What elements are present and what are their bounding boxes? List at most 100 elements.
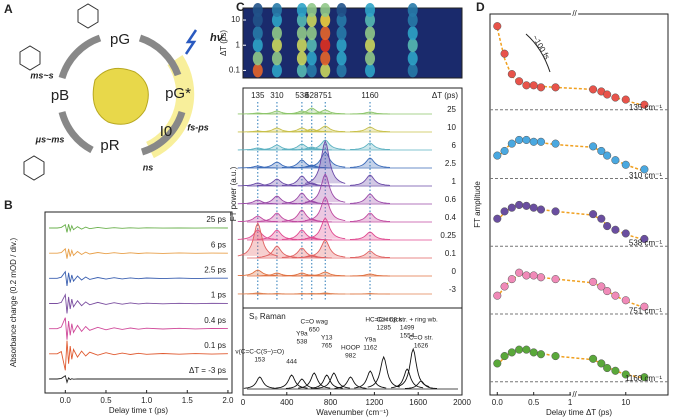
data-point bbox=[522, 135, 531, 144]
heatmap-blob bbox=[271, 51, 282, 66]
transition-label: fs-ps bbox=[187, 122, 209, 132]
data-point bbox=[603, 151, 612, 160]
panel-label: C bbox=[236, 0, 245, 14]
state-label: pB bbox=[51, 87, 69, 104]
spectral-peak bbox=[305, 109, 346, 115]
x-tick-label: 1.5 bbox=[182, 396, 194, 405]
data-point bbox=[515, 268, 524, 277]
heatmap-blob bbox=[296, 51, 307, 66]
data-point bbox=[611, 366, 620, 375]
data-point bbox=[589, 210, 598, 219]
trace-label: 2.5 ps bbox=[204, 265, 226, 274]
data-point bbox=[493, 22, 502, 31]
data-point bbox=[603, 363, 612, 373]
heatmap-blob bbox=[320, 26, 331, 41]
data-point bbox=[529, 348, 538, 357]
data-point bbox=[529, 203, 538, 212]
spectral-peak bbox=[349, 231, 391, 240]
spectral-peak bbox=[237, 215, 278, 223]
heatmap-blob bbox=[306, 26, 317, 41]
series-label: 751 cm⁻¹ bbox=[629, 306, 662, 315]
peak-label: 135 bbox=[251, 91, 265, 100]
x-tick-label: 0.5 bbox=[100, 396, 112, 405]
series-label: 0.25 bbox=[440, 231, 456, 240]
raman-peak bbox=[243, 376, 276, 389]
spectral-peak bbox=[350, 111, 390, 115]
annotation-label: ν(C=C-C(S–)=O) bbox=[235, 349, 284, 356]
data-point bbox=[515, 77, 524, 86]
spectral-peak bbox=[281, 127, 322, 133]
data-point bbox=[640, 100, 649, 109]
heatmap-blob bbox=[296, 13, 307, 28]
heatmap-blob bbox=[336, 13, 347, 28]
data-point bbox=[589, 354, 598, 363]
annotation-value: 982 bbox=[345, 353, 356, 360]
fit-curve bbox=[496, 274, 645, 309]
series-label: 0 bbox=[452, 267, 457, 276]
spectral-peak bbox=[305, 271, 346, 277]
x-tick-label: 2000 bbox=[453, 398, 471, 407]
annotation-label: Y9a bbox=[296, 331, 308, 338]
data-point bbox=[551, 275, 560, 284]
spectral-peak bbox=[291, 254, 332, 259]
data-point bbox=[589, 85, 598, 94]
data-point bbox=[603, 90, 612, 99]
spectral-peak bbox=[305, 239, 346, 258]
x-tick-label: 1200 bbox=[366, 398, 384, 407]
trace bbox=[49, 270, 228, 287]
protein bbox=[92, 67, 149, 125]
annotation-label: HC=CH rock bbox=[365, 317, 402, 324]
heatmap-blob bbox=[306, 63, 317, 78]
annotation-label: C=O wag bbox=[301, 319, 329, 326]
raman-peak bbox=[310, 374, 343, 389]
data-point bbox=[536, 83, 546, 92]
annotation-label: C=O str. bbox=[409, 335, 433, 342]
raman-peak bbox=[334, 376, 367, 389]
data-point bbox=[621, 160, 630, 169]
data-point bbox=[493, 359, 502, 368]
x-tick-label: 0.0 bbox=[492, 398, 504, 407]
state-label: I0 bbox=[160, 123, 173, 140]
heatmap-blob bbox=[320, 51, 331, 66]
data-point bbox=[522, 271, 531, 280]
y-axis-label: ΔT (ps) bbox=[219, 30, 228, 56]
spectral-peak bbox=[305, 151, 346, 168]
fit-curve bbox=[496, 28, 645, 107]
series-label: 1160 cm⁻¹ bbox=[625, 374, 662, 383]
axis-break bbox=[570, 392, 579, 398]
x-tick-label: 0.5 bbox=[528, 398, 540, 407]
data-point bbox=[551, 83, 560, 92]
data-point bbox=[597, 282, 606, 291]
spectral-peak bbox=[281, 159, 322, 168]
spectral-peak bbox=[281, 192, 322, 204]
photon-bolt bbox=[184, 29, 198, 55]
heatmap-blob bbox=[296, 2, 307, 17]
series-label: 2.5 bbox=[445, 159, 457, 168]
x-tick-label: 0 bbox=[241, 398, 246, 407]
data-point bbox=[500, 49, 509, 58]
heatmap-blob bbox=[271, 2, 282, 17]
raman-title: S₀ Raman bbox=[249, 312, 286, 321]
data-point bbox=[551, 139, 560, 148]
state-label: pG* bbox=[165, 85, 191, 102]
data-point bbox=[551, 352, 560, 361]
series-label: 6 bbox=[452, 141, 457, 150]
data-point bbox=[522, 201, 531, 210]
data-point bbox=[529, 271, 538, 280]
spectral-peak bbox=[237, 147, 278, 151]
y-tick-label: 1 bbox=[236, 40, 241, 49]
y-axis-label: Absorbance change (0.2 mOD / div.) bbox=[9, 238, 18, 368]
trace bbox=[49, 293, 228, 314]
heatmap-blob bbox=[407, 2, 418, 17]
axis-break-mark: // bbox=[572, 9, 577, 18]
trace bbox=[49, 247, 228, 259]
transition-label: ns bbox=[143, 162, 154, 172]
data-point bbox=[507, 203, 516, 212]
annotation-value: 765 bbox=[321, 343, 332, 350]
data-point bbox=[515, 135, 524, 144]
spectral-peak bbox=[237, 182, 278, 187]
annotation-value: 1285 bbox=[376, 325, 391, 332]
data-point bbox=[507, 275, 516, 284]
annotation-label: Cα=Cβ str. + ring wb. bbox=[376, 317, 438, 324]
